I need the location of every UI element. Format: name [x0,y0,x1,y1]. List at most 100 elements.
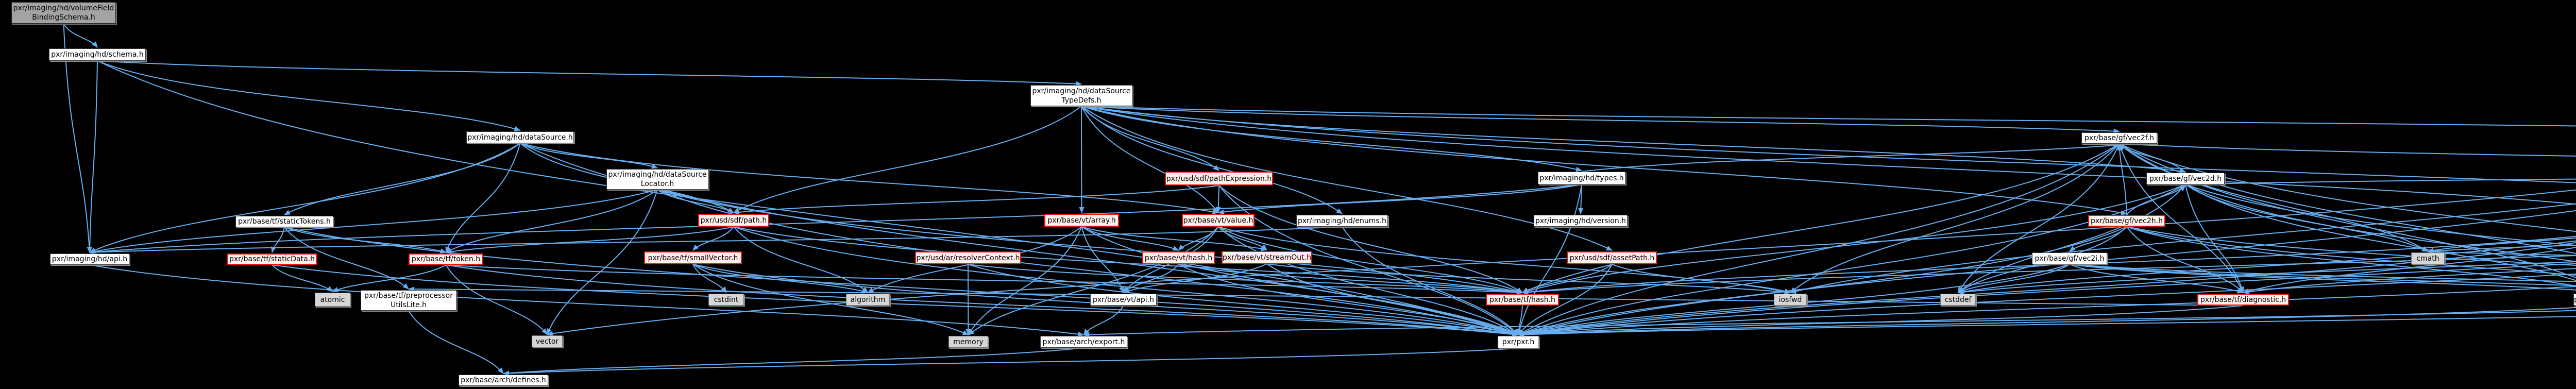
edge-dataSourceLocator-to-hdapi [89,189,658,254]
edge-staticTokens-to-pxrH [284,227,1519,337]
edge-vec4d-to-pxrH [1518,242,2576,337]
edge-matrix4d-to-iosfwd [1790,203,2576,294]
node-streamOut[interactable]: pxr/base/vt/streamOut.h [1222,251,1312,264]
node-cstdint[interactable]: cstdint [708,294,744,306]
edge-vec3d-to-diagnostic [2243,268,2576,295]
edge-vec2f-to-pxrH [1518,143,2120,335]
edge-vec2d-to-vec2f [2119,144,2186,173]
edge-schema-to-dataSource [97,60,521,131]
node-vtHash[interactable]: pxr/base/vt/hash.h [1142,251,1215,264]
edge-vec2h-to-vec2d [2126,185,2186,215]
node-staticData[interactable]: pxr/base/tf/staticData.h [227,253,317,265]
edge-pathExpression-to-sdfPath [733,185,1219,215]
node-vec2h[interactable]: pxr/base/gf/vec2h.h [2088,215,2165,227]
node-dataSourceLocator[interactable]: pxr/imaging/hd/dataSource Locator.h [606,169,708,190]
node-tfHash[interactable]: pxr/base/tf/hash.h [1486,294,1559,306]
edge-dataSource-to-hdapi [89,143,521,253]
node-enums[interactable]: pxr/imaging/hd/enums.h [1296,215,1388,227]
node-assetPath[interactable]: pxr/usd/sdf/assetPath.h [1567,251,1657,264]
edge-resolverContext-to-pxrH [968,264,1519,336]
node-preprocessorUtilsLite[interactable]: pxr/base/tf/preprocessor UtilsLite.h [361,290,456,311]
edge-preprocessorUtilsLite-to-archDefines [408,310,504,374]
edge-vec4d-to-cmath [2427,237,2576,253]
edge-enums-to-hdapi [89,226,1343,255]
node-vec2d[interactable]: pxr/base/gf/vec2d.h [2146,173,2225,184]
edge-pxrH-to-archDefines [503,348,1519,376]
edge-sdfPath-to-pxrH [733,226,1519,336]
edge-gfTraits-to-pxrH [1518,316,2576,337]
node-staticTokens[interactable]: pxr/base/tf/staticTokens.h [235,216,333,227]
node-sdfPath[interactable]: pxr/usd/sdf/path.h [698,214,769,227]
node-vtArray[interactable]: pxr/base/vt/array.h [1044,214,1119,227]
edge-staticData-to-atomic [272,264,333,292]
edge-dataSourceLocator-to-token [445,189,658,253]
node-gfLimits[interactable]: pxr/base/gf/limits.h [2573,294,2576,306]
node-version[interactable]: pxr/imaging/hd/version.h [1534,215,1628,227]
node-types[interactable]: pxr/imaging/hd/types.h [1538,172,1625,184]
edge-resolverContext-to-memory [965,264,971,335]
edge-vec2i-to-gfApi [2069,264,2576,286]
edge-vec2d-to-diagnostic [2185,184,2244,293]
edge-dataSourceTypeDefs-to-vec4d [1081,106,2576,205]
node-vtValue[interactable]: pxr/base/vt/value.h [1182,214,1255,227]
node-hdapi[interactable]: pxr/imaging/hd/api.h [50,253,129,265]
edge-volumeFieldBindingSchema-to-hdapi [63,23,92,253]
node-pxrH[interactable]: pxr/pxr.h [1498,336,1539,348]
node-archExport[interactable]: pxr/base/arch/export.h [1040,336,1127,348]
edge-sdfPath-to-token [445,226,734,255]
edge-streamOut-to-iosfwd [1266,263,1791,295]
node-algorithm[interactable]: algorithm [846,294,890,306]
edge-vtValue-to-vtHash [1178,226,1219,251]
node-pathExpression[interactable]: pxr/usd/sdf/pathExpression.h [1165,172,1273,185]
edge-token-to-tfHash [446,264,1523,295]
edge-sdfPath-to-tfHash [733,226,1523,295]
node-vec2f[interactable]: pxr/base/gf/vec2f.h [2081,132,2157,144]
edge-dataSourceTypeDefs-to-types [1081,106,1582,172]
node-vec2i[interactable]: pxr/base/gf/vec2i.h [2032,252,2107,264]
edge-dataSourceTypeDefs-to-vec3d [1081,106,2576,183]
edge-dataSourceTypeDefs-to-vec2h [1081,106,2127,215]
edge-token-to-vector [445,264,548,335]
edge-matrix4d-to-pxrH [1518,210,2576,336]
edge-vec2f-to-cstddef [1957,143,2120,293]
node-vtApi[interactable]: pxr/base/vt/api.h [1090,294,1157,306]
node-atomic[interactable]: atomic [315,293,350,307]
edge-sdfPath-to-smallVector [692,226,734,251]
edge-pathExpression-to-tfHash [1218,185,1523,293]
edge-types-to-version [1578,184,1584,214]
edge-assetPath-to-pxrH [1518,264,1613,335]
node-cmath[interactable]: cmath [2411,252,2445,264]
edge-token-to-pxrH [446,264,1519,337]
edge-vec2f-to-diagnostic [2119,143,2244,293]
edge-vec3d-to-cmath [2427,245,2576,254]
edge-resolverContext-to-tfHash [968,264,1523,295]
edge-vec2d-to-tfHash [1522,184,2186,294]
edge-gfLimits-to-pxrH [1518,307,2576,337]
edge-dataSource-to-vtValue [520,143,1219,214]
node-dataSource[interactable]: pxr/imaging/hd/dataSource.h [466,131,574,143]
edge-dataSourceTypeDefs-to-vec2f [1081,106,2120,134]
node-memory[interactable]: memory [948,336,988,348]
node-dataSourceTypeDefs[interactable]: pxr/imaging/hd/dataSource TypeDefs.h [1030,85,1132,106]
node-resolverContext[interactable]: pxr/usd/ar/resolverContext.h [915,251,1021,264]
node-archDefines[interactable]: pxr/base/arch/defines.h [459,375,548,386]
edge-dataSourceTypeDefs-to-assetPath [1081,106,1613,251]
node-token[interactable]: pxr/base/tf/token.h [409,253,483,265]
edge-dataSource-to-staticTokens [284,143,521,215]
edge-dataSourceTypeDefs-to-sdfPath [733,106,1082,213]
edge-vtApi-to-archExport [1083,305,1124,335]
edge-vec2f-to-tfHash [1522,143,2120,293]
edge-vtValue-to-memory [968,226,1219,335]
node-diagnostic[interactable]: pxr/base/tf/diagnostic.h [2197,294,2289,306]
edge-streamOut-to-pxrH [1266,263,1519,335]
edge-vec3d-to-cstddef [1957,261,2576,295]
edge-dataSourceLocator-to-sdfPath [657,189,734,213]
node-vector[interactable]: vector [532,335,563,347]
node-smallVector[interactable]: pxr/base/tf/smallVector.h [644,251,742,264]
edge-schema-to-dataSourceTypeDefs [97,60,1082,87]
node-volumeFieldBindingSchema[interactable]: pxr/imaging/hd/volumeField BindingSchema… [11,2,116,24]
node-cstddef[interactable]: cstddef [1940,294,1976,306]
node-schema[interactable]: pxr/imaging/hd/schema.h [49,48,146,61]
node-iosfwd[interactable]: iosfwd [1774,294,1807,306]
